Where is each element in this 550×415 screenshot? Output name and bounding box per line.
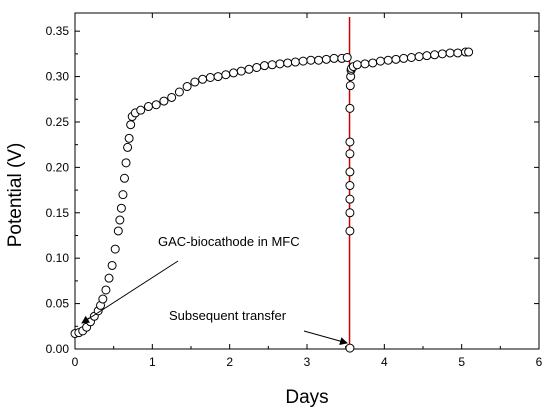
data-point bbox=[342, 52, 352, 62]
y-axis-ticks: 0.00 0.05 0.10 0.15 0.20 0.25 0.30 0.35 bbox=[46, 24, 539, 356]
data-point bbox=[391, 54, 401, 64]
data-point bbox=[126, 120, 136, 130]
data-point bbox=[221, 70, 231, 80]
data-point bbox=[123, 142, 133, 152]
data-point bbox=[368, 58, 378, 68]
data-point bbox=[345, 208, 355, 218]
annotation-subsequent-transfer: Subsequent transfer bbox=[169, 308, 287, 323]
data-point bbox=[445, 48, 455, 58]
x-axis-title: Days bbox=[285, 387, 328, 408]
data-point bbox=[345, 149, 355, 159]
annotations: GAC-biocathode in MFC Subsequent transfe… bbox=[81, 234, 348, 345]
x-tick-label: 1 bbox=[149, 355, 156, 369]
data-point bbox=[290, 57, 300, 67]
data-point bbox=[345, 181, 355, 191]
data-series-points bbox=[70, 47, 474, 353]
data-point bbox=[383, 55, 393, 65]
data-point bbox=[275, 59, 285, 69]
y-tick-label: 0.00 bbox=[46, 342, 70, 356]
data-point bbox=[174, 87, 184, 97]
data-point bbox=[198, 74, 208, 84]
data-point bbox=[113, 226, 123, 236]
data-point bbox=[375, 56, 385, 66]
data-point bbox=[414, 52, 424, 62]
x-tick-label: 3 bbox=[304, 355, 311, 369]
data-point bbox=[352, 60, 362, 70]
data-point bbox=[167, 92, 177, 102]
y-tick-label: 0.05 bbox=[46, 297, 70, 311]
data-point bbox=[213, 72, 223, 82]
annotation-arrow-transfer bbox=[303, 330, 348, 345]
y-axis-title: Potential (V) bbox=[5, 143, 26, 248]
y-tick-label: 0.25 bbox=[46, 115, 70, 129]
data-point bbox=[259, 61, 269, 71]
data-point bbox=[98, 294, 108, 304]
data-point bbox=[345, 103, 355, 113]
data-point bbox=[182, 82, 192, 92]
data-point bbox=[110, 244, 120, 254]
data-point bbox=[345, 81, 355, 91]
data-point bbox=[236, 66, 246, 76]
data-point bbox=[229, 68, 239, 78]
data-point bbox=[244, 64, 254, 74]
data-point bbox=[283, 58, 293, 68]
data-point bbox=[345, 226, 355, 236]
y-tick-label: 0.30 bbox=[46, 70, 70, 84]
data-point bbox=[329, 53, 339, 63]
data-point bbox=[115, 215, 125, 225]
data-point bbox=[345, 194, 355, 204]
x-tick-label: 2 bbox=[226, 355, 233, 369]
data-point bbox=[159, 96, 169, 106]
data-point bbox=[252, 62, 262, 72]
data-point bbox=[116, 203, 126, 213]
annotation-arrow-gac bbox=[81, 260, 179, 324]
data-point bbox=[453, 48, 463, 58]
data-point bbox=[205, 72, 215, 82]
data-point bbox=[136, 105, 146, 115]
x-axis-ticks: 0 1 2 3 4 5 6 bbox=[72, 13, 543, 369]
data-point bbox=[190, 77, 200, 87]
data-point bbox=[345, 137, 355, 147]
y-tick-label: 0.35 bbox=[46, 24, 70, 38]
x-tick-label: 0 bbox=[72, 355, 79, 369]
data-point bbox=[121, 158, 131, 168]
data-point bbox=[437, 49, 447, 59]
y-tick-label: 0.10 bbox=[46, 251, 70, 265]
data-point bbox=[107, 260, 117, 270]
data-point bbox=[101, 285, 111, 295]
data-point bbox=[267, 60, 277, 70]
data-point bbox=[143, 102, 153, 112]
y-tick-label: 0.20 bbox=[46, 160, 70, 174]
x-tick-label: 4 bbox=[381, 355, 388, 369]
data-point bbox=[119, 173, 129, 183]
x-tick-label: 5 bbox=[458, 355, 465, 369]
data-point bbox=[151, 100, 161, 110]
data-point bbox=[399, 53, 409, 63]
data-point bbox=[430, 50, 440, 60]
data-point bbox=[360, 59, 370, 69]
y-tick-label: 0.15 bbox=[46, 206, 70, 220]
data-point bbox=[104, 273, 114, 283]
data-point bbox=[124, 133, 134, 143]
data-point bbox=[314, 55, 324, 65]
data-point bbox=[306, 55, 316, 65]
x-tick-label: 6 bbox=[536, 355, 543, 369]
data-point bbox=[345, 167, 355, 177]
data-point bbox=[118, 190, 128, 200]
data-point bbox=[298, 56, 308, 66]
data-point bbox=[406, 52, 416, 62]
data-point bbox=[321, 54, 331, 64]
data-point bbox=[345, 343, 355, 353]
data-point bbox=[464, 47, 474, 57]
data-point bbox=[422, 51, 432, 61]
annotation-gac-biocathode: GAC-biocathode in MFC bbox=[158, 234, 300, 249]
